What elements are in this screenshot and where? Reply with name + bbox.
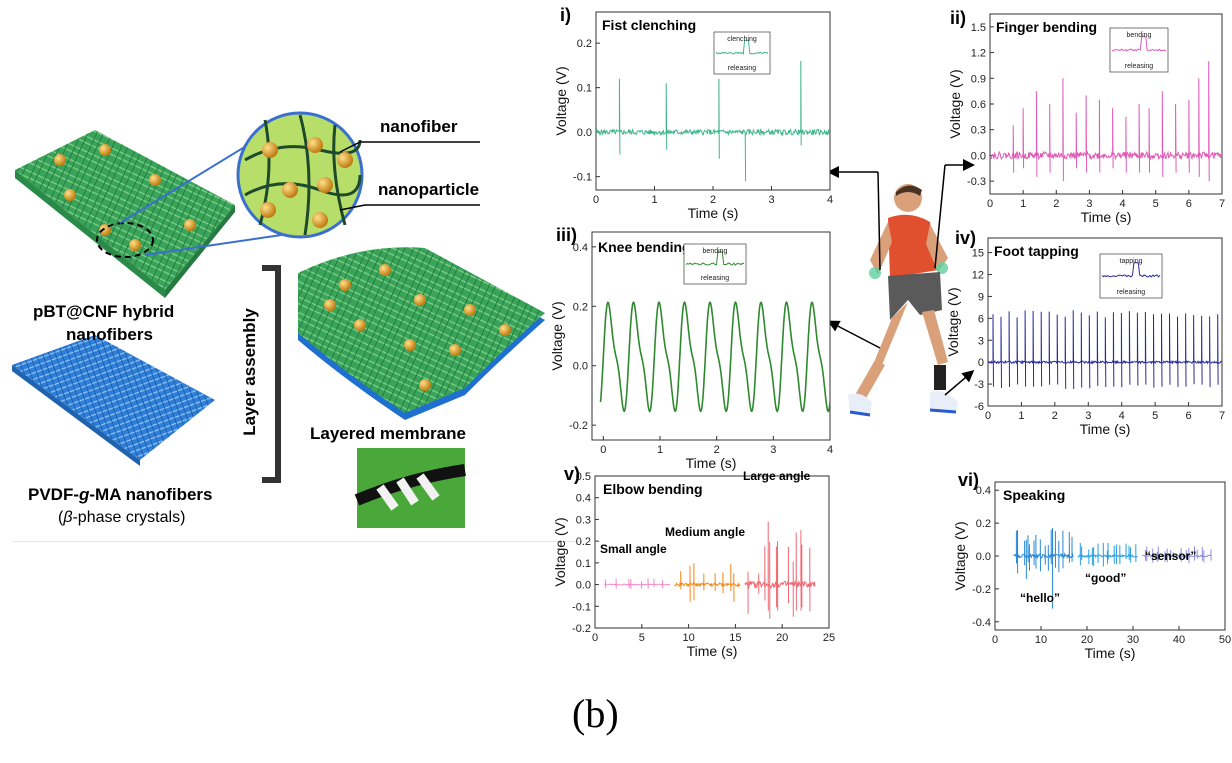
label-beta-pre: ( [58,509,64,526]
label-beta-sym: β [63,509,73,526]
label-pvdf-pre: PVDF- [28,485,79,504]
label-hybrid-line2: nanofibers [66,325,153,344]
label-pvdf-post: -MA nanofibers [89,485,213,504]
label-layered-membrane: Layered membrane [310,424,466,443]
label-beta: (β-phase crystals) [58,509,185,527]
pvdf-membrane-image [12,335,215,466]
assembly-bracket [262,265,281,483]
runner-illustration [848,184,958,417]
label-beta-post: -phase crystals) [72,509,186,526]
label-nanofiber: nanofiber [380,117,458,136]
figure-caption: (b) [572,691,619,736]
zoom-circle [236,111,364,239]
left-illustration [12,111,545,528]
label-pvdf-g: g [79,485,90,504]
label-pvdf: PVDF-g-MA nanofibers [28,485,212,505]
label-hybrid-line1: pBT@CNF hybrid [33,302,175,321]
label-nanoparticle: nanoparticle [378,180,480,199]
separator [12,541,582,542]
cable-photo [354,448,466,528]
layered-membrane-image [298,247,545,420]
